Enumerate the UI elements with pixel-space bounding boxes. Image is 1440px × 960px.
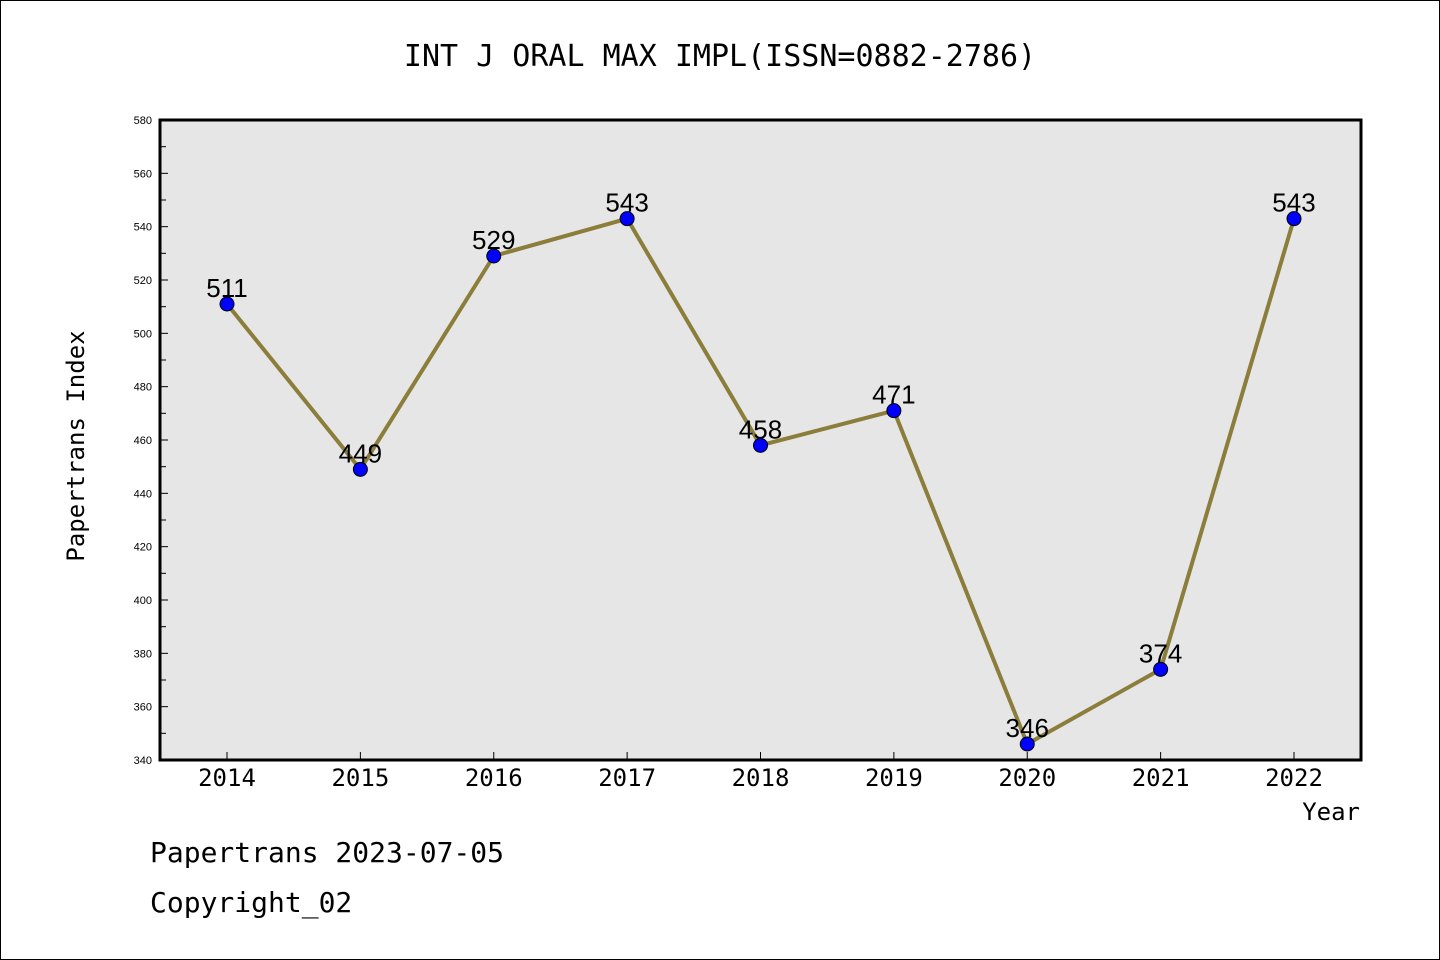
data-point-2017 — [619, 211, 635, 227]
data-point-2022 — [1286, 211, 1302, 227]
data-label-2019: 471 — [872, 380, 915, 410]
y-tick-label: 380 — [134, 648, 152, 660]
data-point-2014 — [219, 296, 235, 312]
y-tick-label: 460 — [134, 435, 152, 447]
data-label-2015: 449 — [339, 438, 382, 468]
data-labels: 511 449 529 543 458 471 346 374 543 — [206, 188, 1315, 743]
footer-date-line: Papertrans 2023-07-05 — [150, 836, 505, 869]
y-tick-label: 520 — [134, 275, 152, 287]
y-tick-label: 540 — [134, 222, 152, 234]
data-point-2019 — [886, 403, 902, 419]
chart-title: INT J ORAL MAX IMPL(ISSN=0882-2786) — [404, 39, 1036, 74]
x-tick-label: 2018 — [732, 764, 790, 792]
y-tick-label: 340 — [134, 755, 152, 767]
x-tick-label: 2021 — [1132, 764, 1190, 792]
data-label-2017: 543 — [605, 188, 648, 218]
y-tick-label: 480 — [134, 382, 152, 394]
y-tick-label: 440 — [134, 488, 152, 500]
data-label-2020: 346 — [1006, 713, 1049, 743]
data-point-2018 — [753, 437, 768, 453]
data-label-2021: 374 — [1139, 638, 1182, 668]
data-label-2022: 543 — [1272, 188, 1315, 218]
data-point-2021 — [1153, 661, 1169, 677]
data-label-2016: 529 — [472, 225, 515, 255]
x-tick-label: 2014 — [198, 764, 256, 792]
data-markers — [219, 211, 1302, 752]
x-tick-label: 2016 — [465, 764, 523, 792]
data-point-2015 — [352, 461, 368, 477]
x-tick-label: 2019 — [865, 764, 923, 792]
y-tick-label: 400 — [134, 595, 152, 607]
y-tick-label: 560 — [134, 168, 152, 180]
data-point-2016 — [486, 248, 502, 264]
data-label-2018: 458 — [739, 414, 782, 444]
x-axis-title: Year — [1302, 798, 1360, 826]
x-tick-label: 2017 — [598, 764, 656, 792]
x-tick-label: 2020 — [998, 764, 1056, 792]
x-axis: 2014 2015 2016 2017 2018 2019 2020 2021 2022 — [198, 752, 1323, 792]
footer-copyright-line: Copyright_02 — [150, 886, 353, 919]
y-tick-label: 420 — [134, 542, 152, 554]
data-label-2014: 511 — [206, 273, 247, 303]
y-tick-label: 580 — [134, 115, 152, 127]
x-tick-label: 2022 — [1265, 764, 1323, 792]
y-tick-label: 360 — [134, 702, 152, 714]
y-axis-title: Papertrans Index — [62, 330, 90, 561]
x-tick-label: 2015 — [331, 764, 389, 792]
y-tick-label: 500 — [134, 328, 152, 340]
y-axis: 340 360 380 400 420 440 460 480 500 520 540 560 580 — [134, 115, 168, 767]
data-point-2020 — [1019, 736, 1035, 752]
